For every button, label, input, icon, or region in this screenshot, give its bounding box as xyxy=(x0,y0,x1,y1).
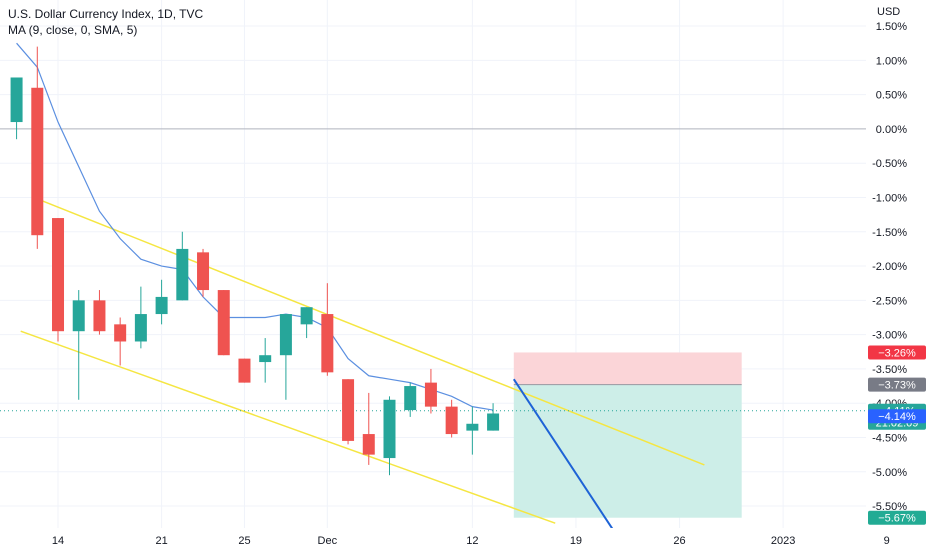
candle-body xyxy=(52,218,65,332)
candle-body xyxy=(176,248,189,301)
stop-badge: −3.26% xyxy=(878,347,916,359)
axis-currency: USD xyxy=(877,6,900,18)
candle-body xyxy=(466,423,479,431)
candle-body xyxy=(487,413,500,431)
candle-body xyxy=(10,77,23,123)
x-tick-label: 14 xyxy=(52,535,64,547)
indicator-legend[interactable]: MA (9, close, 0, SMA, 5) xyxy=(8,23,138,37)
candle-body xyxy=(93,300,106,332)
time-axis[interactable]: 14 21 25 Dec 12 19 26 2023 9 xyxy=(0,528,890,550)
x-tick-label: 21 xyxy=(155,535,167,547)
time-axis-bg xyxy=(0,528,866,550)
target-badge-bg xyxy=(868,510,926,525)
y-tick-label: 1.50% xyxy=(876,21,907,33)
chart-legend: U.S. Dollar Currency Index, 1D, TVC MA (… xyxy=(8,6,203,38)
symbol-title[interactable]: U.S. Dollar Currency Index, 1D, TVC xyxy=(8,7,204,21)
y-tick-label: -5.00% xyxy=(872,467,907,479)
y-tick-label: -3.00% xyxy=(872,330,907,342)
y-tick-label: 0.00% xyxy=(876,124,907,136)
x-tick-label: 9 xyxy=(884,535,890,547)
candle-body xyxy=(321,314,334,373)
x-tick-label: 2023 xyxy=(771,535,795,547)
moving-average-line xyxy=(16,42,494,411)
y-tick-label: -4.50% xyxy=(872,432,907,444)
x-tick-label: 26 xyxy=(673,535,685,547)
y-tick-label: 1.00% xyxy=(876,55,907,67)
candle-body xyxy=(197,252,210,291)
candle-body xyxy=(279,314,292,356)
candle-body xyxy=(72,300,85,332)
stop-badge-bg xyxy=(868,345,926,360)
x-tick-label: 19 xyxy=(570,535,582,547)
entry-badge-bg xyxy=(868,377,926,392)
chart-grid xyxy=(0,0,888,528)
candle-body xyxy=(217,290,230,356)
drawing-lines xyxy=(0,42,866,531)
price-axis-bg xyxy=(866,0,932,550)
candle-body xyxy=(445,406,458,435)
candle-body xyxy=(383,399,396,459)
candle-body xyxy=(362,434,375,455)
y-tick-label: -2.50% xyxy=(872,295,907,307)
price-axis[interactable]: USD 1.50% 1.00% 0.50% 0.00% -0.50% -1.00% -1.50… xyxy=(866,0,932,550)
y-tick-label: -2.00% xyxy=(872,261,907,273)
candle-body xyxy=(424,382,437,407)
take-profit-zone xyxy=(513,384,742,518)
candle-body xyxy=(134,314,147,342)
candle-body xyxy=(238,358,251,383)
channel-line xyxy=(42,200,705,466)
candle-body xyxy=(155,296,168,315)
price-badges: −3.26%−3.73%−4.11%21:02:09−4.14%−5.67% xyxy=(868,345,926,525)
entry-badge: −3.73% xyxy=(878,380,916,392)
y-tick-label: -1.00% xyxy=(872,192,907,204)
ma-badge-bg xyxy=(868,409,926,424)
position-zones xyxy=(513,352,742,518)
target-badge: −5.67% xyxy=(878,513,916,525)
y-tick-label: -3.50% xyxy=(872,364,907,376)
candle-body xyxy=(259,355,272,363)
candle-body xyxy=(300,307,313,325)
y-tick-label: -1.50% xyxy=(872,227,907,239)
y-tick-label: -0.50% xyxy=(872,158,907,170)
y-tick-label: 0.50% xyxy=(876,90,907,102)
x-tick-label: 25 xyxy=(238,535,250,547)
candle-body xyxy=(31,87,44,236)
x-tick-label: Dec xyxy=(318,535,338,547)
stop-loss-zone xyxy=(513,352,742,385)
ma-badge: −4.14% xyxy=(878,411,916,423)
candle-body xyxy=(342,379,355,441)
x-tick-label: 12 xyxy=(466,535,478,547)
candle-body xyxy=(404,386,417,411)
y-tick-label: -5.50% xyxy=(872,501,907,513)
channel-line xyxy=(20,330,556,524)
candle-body xyxy=(114,324,127,342)
projection-line xyxy=(512,378,615,531)
candles xyxy=(10,46,500,476)
